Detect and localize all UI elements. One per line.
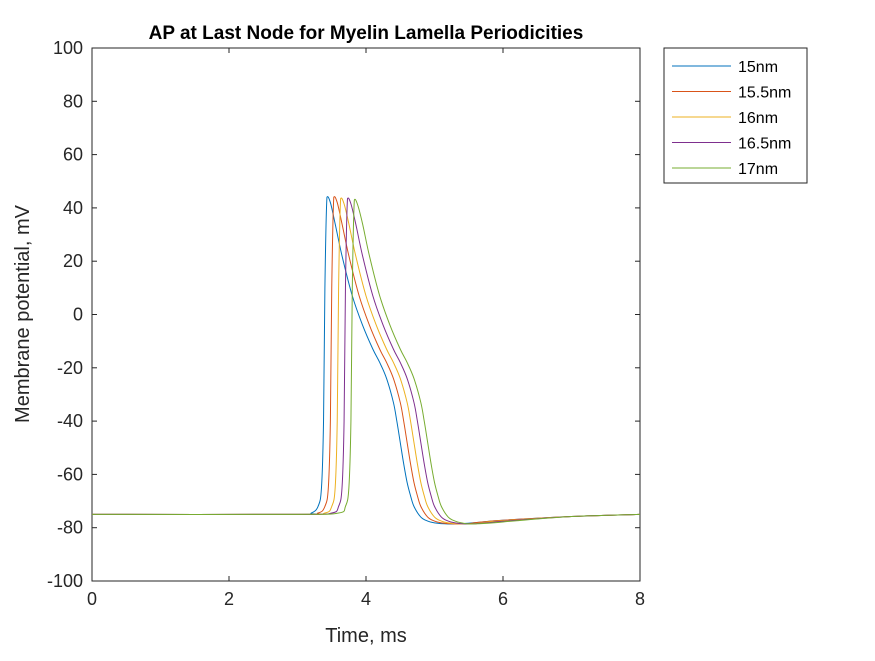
y-tick-label: 20 bbox=[63, 251, 83, 271]
y-tick-label: -100 bbox=[47, 571, 83, 591]
legend-label: 15nm bbox=[738, 59, 778, 76]
y-tick-label: 80 bbox=[63, 91, 83, 111]
y-tick-label: 100 bbox=[53, 38, 83, 58]
y-tick-label: -40 bbox=[57, 411, 83, 431]
y-tick-label: 40 bbox=[63, 198, 83, 218]
series-line-16.5nm bbox=[92, 197, 640, 525]
plot-area: 0 2 4 6 8 -100 -80 -60 -40 -20 0 20 40 60 80 100 bbox=[47, 38, 645, 609]
chart-title: AP at Last Node for Myelin Lamella Perio… bbox=[149, 23, 584, 44]
y-tick-label: -60 bbox=[57, 464, 83, 484]
y-tick-label: -20 bbox=[57, 358, 83, 378]
legend-label: 16nm bbox=[738, 110, 778, 127]
x-tick-label: 8 bbox=[635, 589, 645, 609]
y-axis: -100 -80 -60 -40 -20 0 20 40 60 80 100 bbox=[47, 38, 640, 591]
x-tick-label: 0 bbox=[87, 589, 97, 609]
y-axis-title: Membrane potential, mV bbox=[12, 204, 34, 423]
legend-label: 17nm bbox=[738, 161, 778, 178]
series-line-17nm bbox=[92, 198, 640, 525]
plot-frame bbox=[91, 47, 641, 582]
y-tick-label: 0 bbox=[73, 305, 83, 325]
series-group bbox=[92, 196, 640, 525]
x-tick-label: 4 bbox=[361, 589, 371, 609]
legend-label: 15.5nm bbox=[738, 85, 791, 102]
y-tick-label: 60 bbox=[63, 145, 83, 165]
x-axis: 0 2 4 6 8 bbox=[87, 48, 645, 609]
legend-box bbox=[663, 47, 808, 184]
y-tick-label: -80 bbox=[57, 518, 83, 538]
x-tick-label: 6 bbox=[498, 589, 508, 609]
x-tick-label: 2 bbox=[224, 589, 234, 609]
x-axis-title: Time, ms bbox=[325, 625, 406, 647]
legend-label: 16.5nm bbox=[738, 136, 791, 153]
legend: 15nm 15.5nm 16nm 16.5nm 17nm bbox=[663, 47, 808, 184]
